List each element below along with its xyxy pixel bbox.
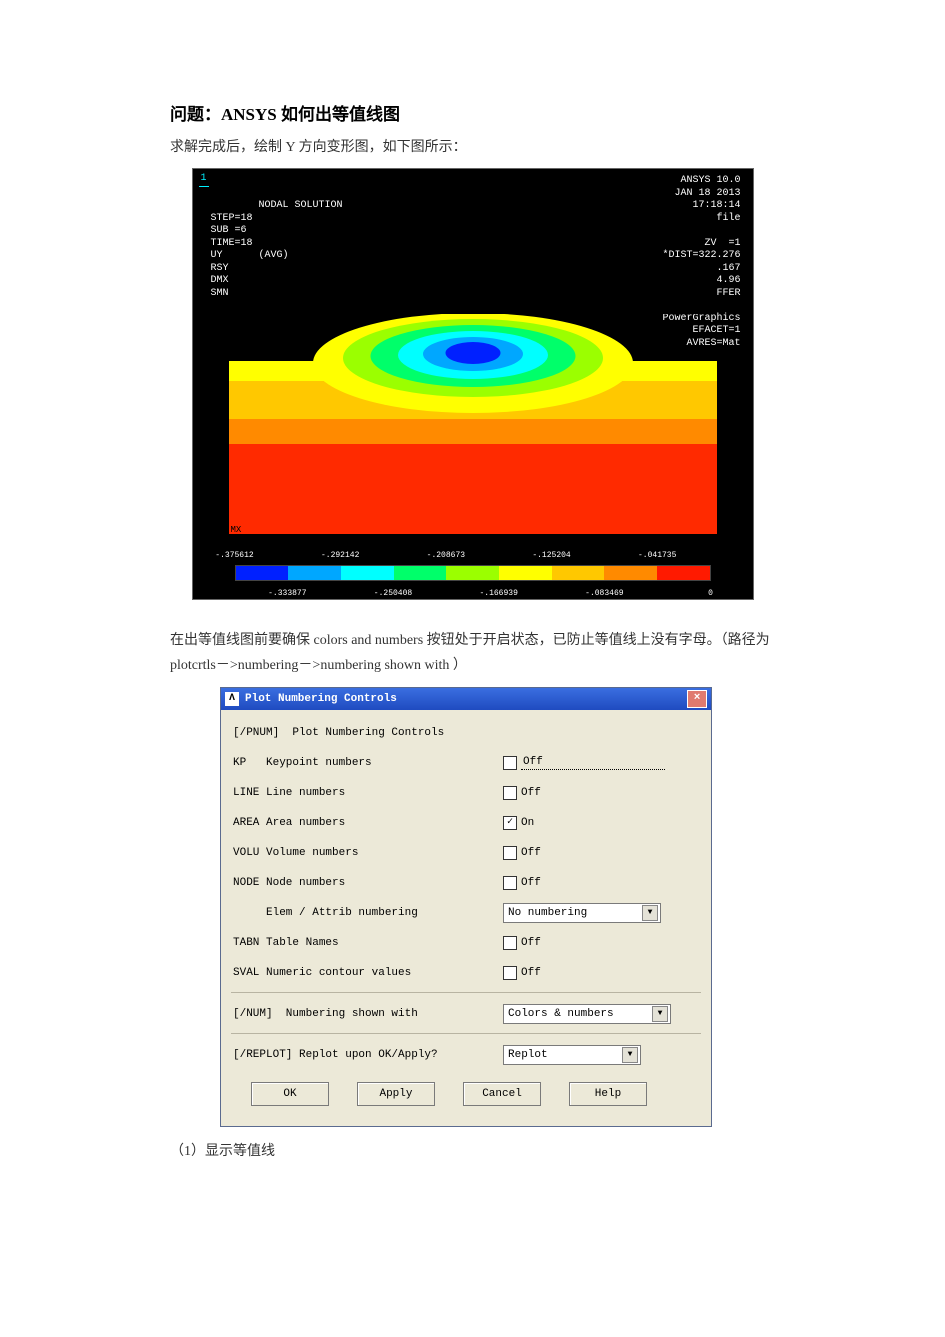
legend-tick: -.250408: [374, 589, 412, 598]
chevron-down-icon: ▼: [622, 1047, 638, 1063]
dialog-titlebar[interactable]: Λ Plot Numbering Controls ×: [221, 688, 711, 710]
label-numbering-shown-with: [/NUM] Numbering shown with: [233, 1008, 503, 1020]
chevron-down-icon: ▼: [642, 905, 658, 921]
dialog-option-row: NODE Node numbers Off: [231, 868, 701, 898]
checkbox-label: On: [521, 817, 534, 829]
option-label: VOLU Volume numbers: [233, 847, 503, 859]
legend-segment: [341, 566, 394, 580]
legend-segment: [604, 566, 657, 580]
legend-ticks: -.375612-.292142-.208673-.125204-.041735…: [235, 581, 711, 599]
contour-dome-blue: [445, 342, 500, 364]
legend-tick: -.125204: [532, 551, 570, 560]
legend-segment: [446, 566, 499, 580]
option-control: No numbering ▼: [503, 903, 699, 923]
dialog-option-row: SVAL Numeric contour values Off: [231, 958, 701, 988]
select-replot[interactable]: Replot ▼: [503, 1045, 641, 1065]
dialog-header-label: [/PNUM] Plot Numbering Controls: [233, 727, 503, 739]
instruction-paragraph: 在出等值线图前要确保 colors and numbers 按钮处于开启状态，已…: [170, 628, 775, 678]
cancel-button[interactable]: Cancel: [463, 1082, 541, 1106]
ansys-plot-area: 1 NODAL SOLUTION STEP=18 SUB =6 TIME=18 …: [193, 169, 753, 599]
dialog-title: Plot Numbering Controls: [245, 693, 397, 705]
checkbox-label: Off: [521, 877, 541, 889]
option-label: KP Keypoint numbers: [233, 757, 503, 769]
row-numbering-shown-with: [/NUM] Numbering shown with Colors & num…: [231, 992, 701, 1029]
select-value: No numbering: [508, 907, 587, 919]
contour-mask-top: [229, 259, 717, 314]
legend-tick: -.375612: [215, 551, 253, 560]
checkbox[interactable]: [503, 936, 517, 950]
dialog-option-row: VOLU Volume numbers Off: [231, 838, 701, 868]
option-control: ✓ On: [503, 816, 699, 830]
contour-band-red: [229, 439, 717, 534]
checkbox-label: Off: [521, 937, 541, 949]
legend-segment: [288, 566, 341, 580]
legend-segment: [499, 566, 552, 580]
option-control: Off: [503, 876, 699, 890]
dialog-option-row: AREA Area numbers✓ On: [231, 808, 701, 838]
intro-paragraph: 求解完成后，绘制 Y 方向变形图，如下图所示：: [170, 135, 775, 160]
option-control: Off: [503, 756, 699, 770]
legend-segment: [552, 566, 605, 580]
legend-tick: 0: [708, 589, 713, 598]
option-label: AREA Area numbers: [233, 817, 503, 829]
dialog-option-row: LINE Line numbers Off: [231, 778, 701, 808]
ansys-contour-figure: 1 NODAL SOLUTION STEP=18 SUB =6 TIME=18 …: [192, 168, 754, 600]
help-button[interactable]: Help: [569, 1082, 647, 1106]
ok-button[interactable]: OK: [251, 1082, 329, 1106]
select-value: Replot: [508, 1049, 548, 1061]
checkbox[interactable]: ✓: [503, 816, 517, 830]
close-icon[interactable]: ×: [687, 690, 707, 708]
option-control: Off: [503, 846, 699, 860]
checkbox-label: Off: [521, 756, 665, 770]
option-control: Off: [503, 786, 699, 800]
checkbox-label: Off: [521, 847, 541, 859]
option-label: LINE Line numbers: [233, 787, 503, 799]
select-elem-attrib[interactable]: No numbering ▼: [503, 903, 661, 923]
legend-tick: -.333877: [268, 589, 306, 598]
chevron-down-icon: ▼: [652, 1006, 668, 1022]
legend-segment: [394, 566, 447, 580]
plot-numbering-dialog: Λ Plot Numbering Controls × [/PNUM] Plot…: [220, 687, 712, 1127]
legend-segment: [657, 566, 710, 580]
checkbox[interactable]: [503, 966, 517, 980]
checkbox[interactable]: [503, 846, 517, 860]
legend-segment: [236, 566, 289, 580]
contour-stack: [229, 319, 717, 534]
dialog-option-row: Elem / Attrib numbering No numbering ▼: [231, 898, 701, 928]
dialog-header-row: [/PNUM] Plot Numbering Controls: [231, 718, 701, 748]
checkbox-label: Off: [521, 967, 541, 979]
checkbox-label: Off: [521, 787, 541, 799]
dialog-buttons: OK Apply Cancel Help: [231, 1070, 701, 1122]
option-label: SVAL Numeric contour values: [233, 967, 503, 979]
checkbox[interactable]: [503, 786, 517, 800]
legend-tick: -.166939: [479, 589, 517, 598]
option-control: Off: [503, 936, 699, 950]
step-1: （1）显示等值线: [170, 1139, 775, 1164]
option-label: Elem / Attrib numbering: [233, 907, 503, 919]
legend-bar: [235, 565, 711, 581]
select-numbering-shown-with[interactable]: Colors & numbers ▼: [503, 1004, 671, 1024]
legend-tick: -.208673: [427, 551, 465, 560]
checkbox[interactable]: [503, 876, 517, 890]
label-replot: [/REPLOT] Replot upon OK/Apply?: [233, 1049, 503, 1061]
option-control: Off: [503, 966, 699, 980]
ansys-logo-icon: Λ: [225, 692, 239, 706]
select-value: Colors & numbers: [508, 1008, 614, 1020]
option-label: TABN Table Names: [233, 937, 503, 949]
page-title: 问题：ANSYS 如何出等值线图: [170, 100, 775, 125]
legend-tick: -.292142: [321, 551, 359, 560]
legend-tick: -.083469: [585, 589, 623, 598]
option-label: NODE Node numbers: [233, 877, 503, 889]
dialog-option-row: KP Keypoint numbers Off: [231, 748, 701, 778]
mx-label: MX: [231, 525, 242, 535]
apply-button[interactable]: Apply: [357, 1082, 435, 1106]
dialog-option-row: TABN Table Names Off: [231, 928, 701, 958]
legend-tick: -.041735: [638, 551, 676, 560]
row-replot: [/REPLOT] Replot upon OK/Apply? Replot ▼: [231, 1033, 701, 1070]
ansys-window-number: 1: [199, 173, 209, 187]
checkbox[interactable]: [503, 756, 517, 770]
dialog-body: [/PNUM] Plot Numbering Controls KP Keypo…: [221, 710, 711, 1126]
